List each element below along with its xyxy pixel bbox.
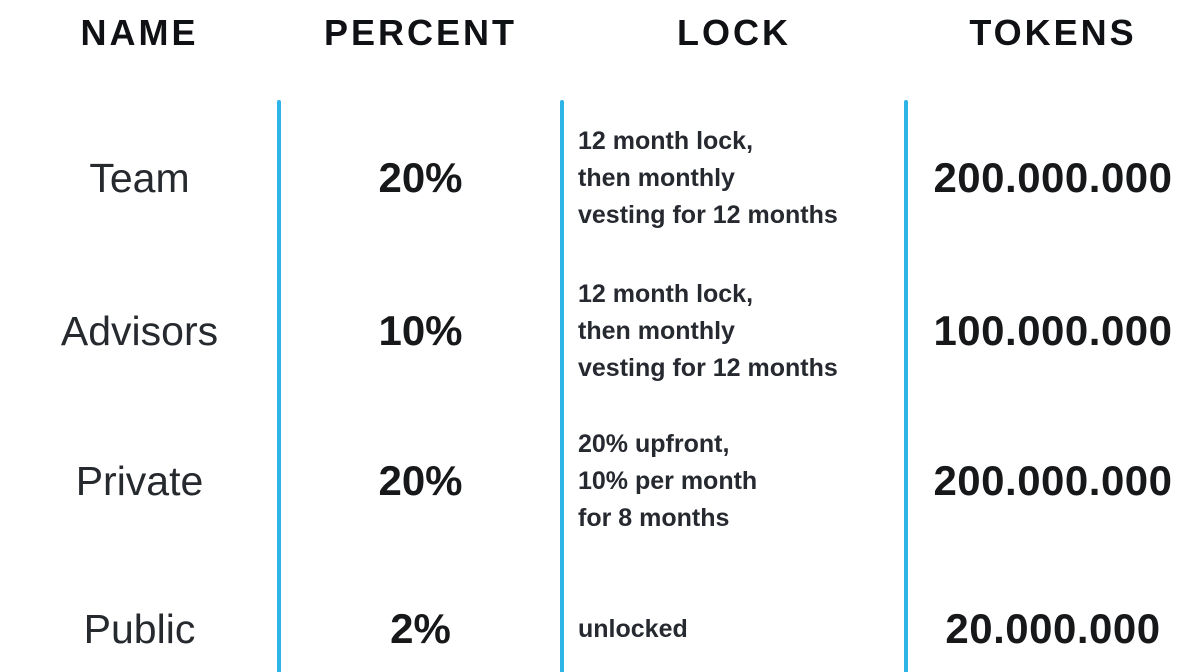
column-divider-2 <box>560 100 564 672</box>
cell-public-tokens: 20.000.000 <box>945 605 1161 652</box>
cell-team-percent: 20% <box>378 154 463 201</box>
column-header-lock: LOCK <box>677 12 791 53</box>
cell-team-name: Team <box>89 154 190 201</box>
cell-advisors-tokens: 100.000.000 <box>933 307 1173 354</box>
cell-advisors-lock: 12 month lock, then monthly vesting for … <box>578 279 838 382</box>
column-divider-1 <box>277 100 281 672</box>
cell-public-name: Public <box>83 605 196 652</box>
cell-advisors-name: Advisors <box>60 307 219 354</box>
column-header-tokens: TOKENS <box>969 12 1137 53</box>
cell-team-lock: 12 month lock, then monthly vesting for … <box>578 126 838 229</box>
cell-team-tokens: 200.000.000 <box>933 154 1173 201</box>
cell-advisors-percent: 10% <box>378 307 463 354</box>
cell-public-percent: 2% <box>390 605 451 652</box>
column-header-name: NAME <box>80 12 199 53</box>
cell-private-lock: 20% upfront, 10% per month for 8 months <box>578 429 758 532</box>
column-divider-3 <box>904 100 908 672</box>
cell-private-name: Private <box>75 457 204 504</box>
cell-private-percent: 20% <box>378 457 463 504</box>
cell-private-tokens: 200.000.000 <box>933 457 1173 504</box>
column-header-percent: PERCENT <box>323 12 518 53</box>
cell-public-lock: unlocked <box>578 614 688 643</box>
